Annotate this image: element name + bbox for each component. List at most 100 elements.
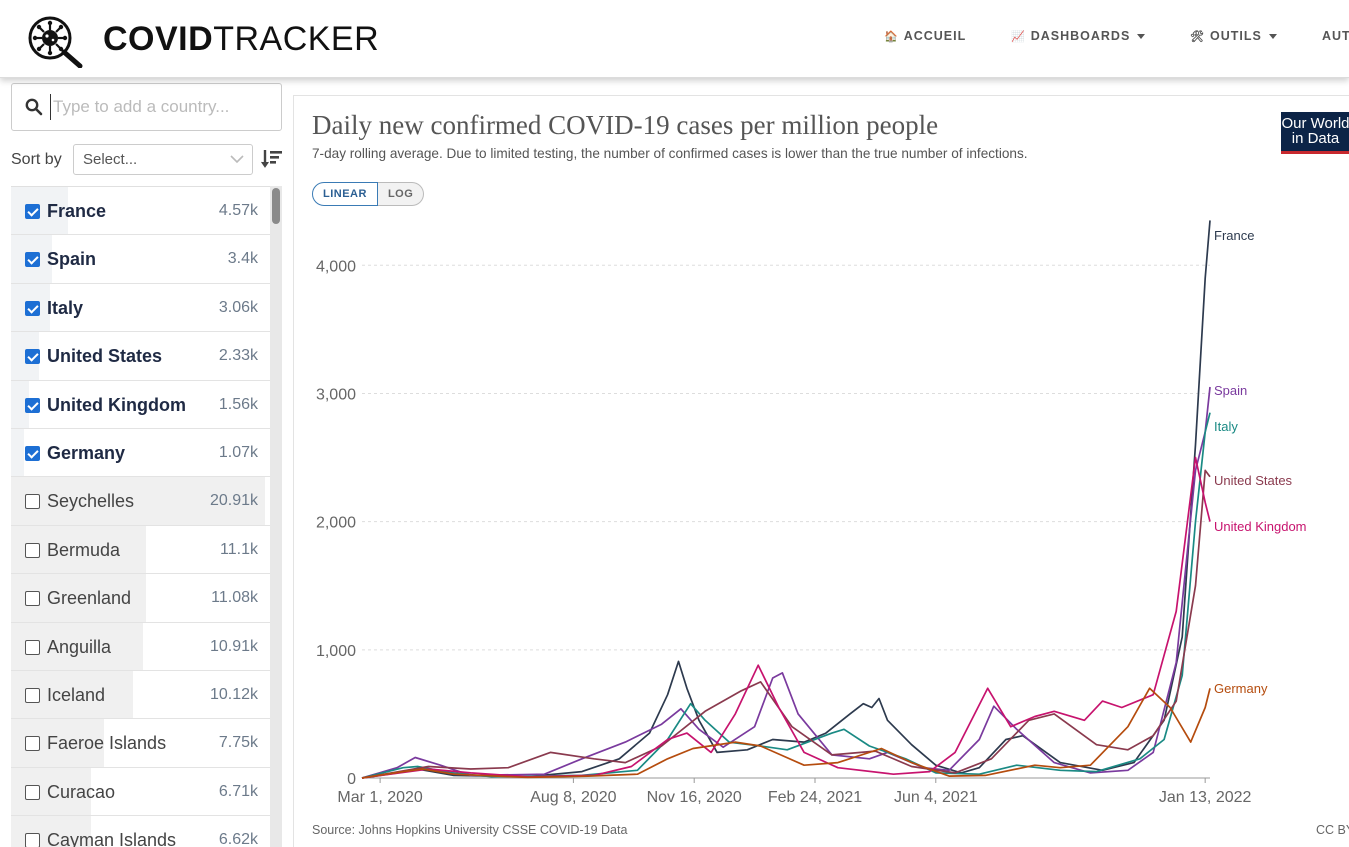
country-value-bar — [11, 428, 24, 477]
owid-logo-line2: in Data — [1291, 130, 1340, 147]
series-label: Italy — [1214, 419, 1238, 434]
country-row[interactable]: Anguilla 10.91k — [11, 622, 270, 671]
country-value: 10.91k — [209, 637, 258, 655]
country-checkbox[interactable] — [25, 204, 40, 219]
country-name: Faeroe Islands — [47, 733, 167, 754]
home-icon: 🏠 — [884, 30, 899, 43]
country-checkbox[interactable] — [25, 300, 40, 316]
country-name: Iceland — [47, 684, 106, 705]
sort-order-icon[interactable] — [261, 149, 283, 169]
country-checkbox[interactable] — [25, 687, 40, 703]
country-checkbox[interactable] — [25, 252, 40, 268]
series-label: Spain — [1214, 383, 1247, 398]
x-tick-label: Jan 13, 2022 — [1159, 789, 1252, 806]
country-name: Seychelles — [47, 491, 135, 512]
series-label: France — [1214, 228, 1254, 243]
country-checkbox[interactable] — [25, 736, 40, 752]
country-row[interactable]: Iceland 10.12k — [11, 670, 270, 720]
country-row[interactable]: Germany 1.07k — [11, 428, 270, 478]
country-value: 7.75k — [218, 734, 258, 752]
series-label: United States — [1214, 473, 1293, 488]
country-row[interactable]: Curacao 6.71k — [11, 767, 270, 817]
search-icon — [25, 98, 43, 116]
tools-icon: 🛠 — [1190, 30, 1205, 43]
country-search-box[interactable] — [11, 83, 282, 131]
country-name: Italy — [47, 297, 84, 318]
x-tick-label: Aug 8, 2020 — [530, 789, 616, 806]
country-checkbox[interactable] — [25, 833, 40, 847]
country-row[interactable]: United Kingdom 1.56k — [11, 380, 270, 429]
linear-scale-button[interactable]: LINEAR — [312, 182, 378, 206]
series-line — [361, 412, 1211, 779]
country-name: Anguilla — [47, 636, 112, 657]
country-name: France — [47, 201, 107, 221]
chart-subtitle: 7-day rolling average. Due to limited te… — [312, 146, 1028, 161]
country-checkbox[interactable] — [25, 591, 40, 607]
series-line — [361, 469, 1211, 779]
nav-outils[interactable]: 🛠 OUTILS — [1190, 26, 1277, 46]
sort-label: Sort by — [11, 151, 62, 168]
country-row[interactable]: Seychelles 20.91k — [11, 477, 270, 526]
caret-down-icon — [1137, 33, 1146, 39]
country-checkbox[interactable] — [25, 349, 40, 365]
country-row[interactable]: Bermuda 11.1k — [11, 525, 270, 575]
virus-magnifier-icon[interactable] — [26, 14, 84, 68]
country-checkbox[interactable] — [25, 397, 40, 413]
country-search-input[interactable] — [50, 94, 270, 120]
y-tick-label: 4,000 — [316, 258, 356, 275]
country-value-bar — [11, 477, 265, 525]
country-value: 6.62k — [218, 831, 258, 847]
nav-dashboards[interactable]: 📈 DASHBOARDS — [1011, 26, 1146, 46]
country-checkbox[interactable] — [25, 542, 40, 558]
country-list: France 4.57k Spain 3.4k Italy 3.06k United Sta… — [11, 186, 270, 847]
country-row[interactable]: United States 2.33k — [11, 332, 270, 381]
country-value-bar — [11, 816, 92, 847]
country-name: Germany — [47, 442, 126, 463]
country-row[interactable]: Spain 3.4k — [11, 235, 270, 284]
log-scale-button[interactable]: LOG — [377, 182, 425, 206]
country-row[interactable]: Cayman Islands 6.62k — [11, 816, 270, 847]
nav-outils-label: OUTILS — [1209, 29, 1262, 43]
country-checkbox[interactable] — [25, 639, 40, 655]
country-value: 10.12k — [209, 685, 258, 703]
brand-bold: COVID — [103, 20, 214, 58]
nav-autres[interactable]: AUT — [1322, 26, 1349, 46]
chart-license: CC BY — [1316, 823, 1349, 837]
nav-accueil[interactable]: 🏠 ACCUEIL — [884, 26, 966, 46]
series-line — [361, 386, 1211, 779]
scrollbar-thumb[interactable] — [272, 188, 280, 224]
top-navbar: COVIDTRACKER 🏠 ACCUEIL 📈 DASHBOARDS 🛠 OU… — [0, 0, 1349, 78]
y-tick-label: 0 — [347, 771, 356, 788]
chart-panel: Daily new confirmed COVID-19 cases per m… — [293, 95, 1349, 847]
country-name: Greenland — [47, 588, 132, 609]
country-value: 4.57k — [218, 202, 258, 219]
country-row[interactable]: Greenland 11.08k — [11, 574, 270, 623]
country-row[interactable]: Italy 3.06k — [11, 283, 270, 333]
caret-down-icon — [1268, 33, 1277, 39]
brand-light: TRACKER — [213, 20, 380, 58]
y-tick-label: 1,000 — [316, 643, 356, 660]
country-checkbox[interactable] — [25, 494, 40, 510]
country-value: 6.71k — [218, 782, 258, 800]
owid-logo-line1: Our World — [1281, 115, 1349, 132]
country-list-scrollbar[interactable] — [270, 186, 282, 847]
chevron-down-icon — [230, 155, 244, 164]
owid-logo[interactable]: Our World in Data — [1281, 112, 1349, 154]
country-row[interactable]: Faeroe Islands 7.75k — [11, 719, 270, 768]
country-name: Cayman Islands — [47, 830, 177, 847]
country-value: 20.91k — [209, 492, 258, 510]
chart-title: Daily new confirmed COVID-19 cases per m… — [312, 110, 939, 140]
x-tick-label: Feb 24, 2021 — [768, 789, 862, 806]
country-row[interactable]: France 4.57k — [11, 187, 270, 236]
series-label: Germany — [1214, 681, 1268, 696]
country-sidebar: Sort by Select... France 4.57k Spain 3.4k It… — [0, 78, 292, 847]
country-value: 1.07k — [218, 443, 258, 461]
chart-icon: 📈 — [1011, 30, 1026, 43]
y-tick-label: 3,000 — [316, 386, 356, 403]
country-checkbox[interactable] — [25, 445, 40, 461]
country-value: 3.06k — [218, 298, 258, 316]
country-checkbox[interactable] — [25, 784, 40, 800]
brand-logo-text[interactable]: COVIDTRACKER — [103, 20, 379, 59]
series-line — [361, 687, 1211, 779]
sort-select[interactable]: Select... — [73, 144, 253, 175]
